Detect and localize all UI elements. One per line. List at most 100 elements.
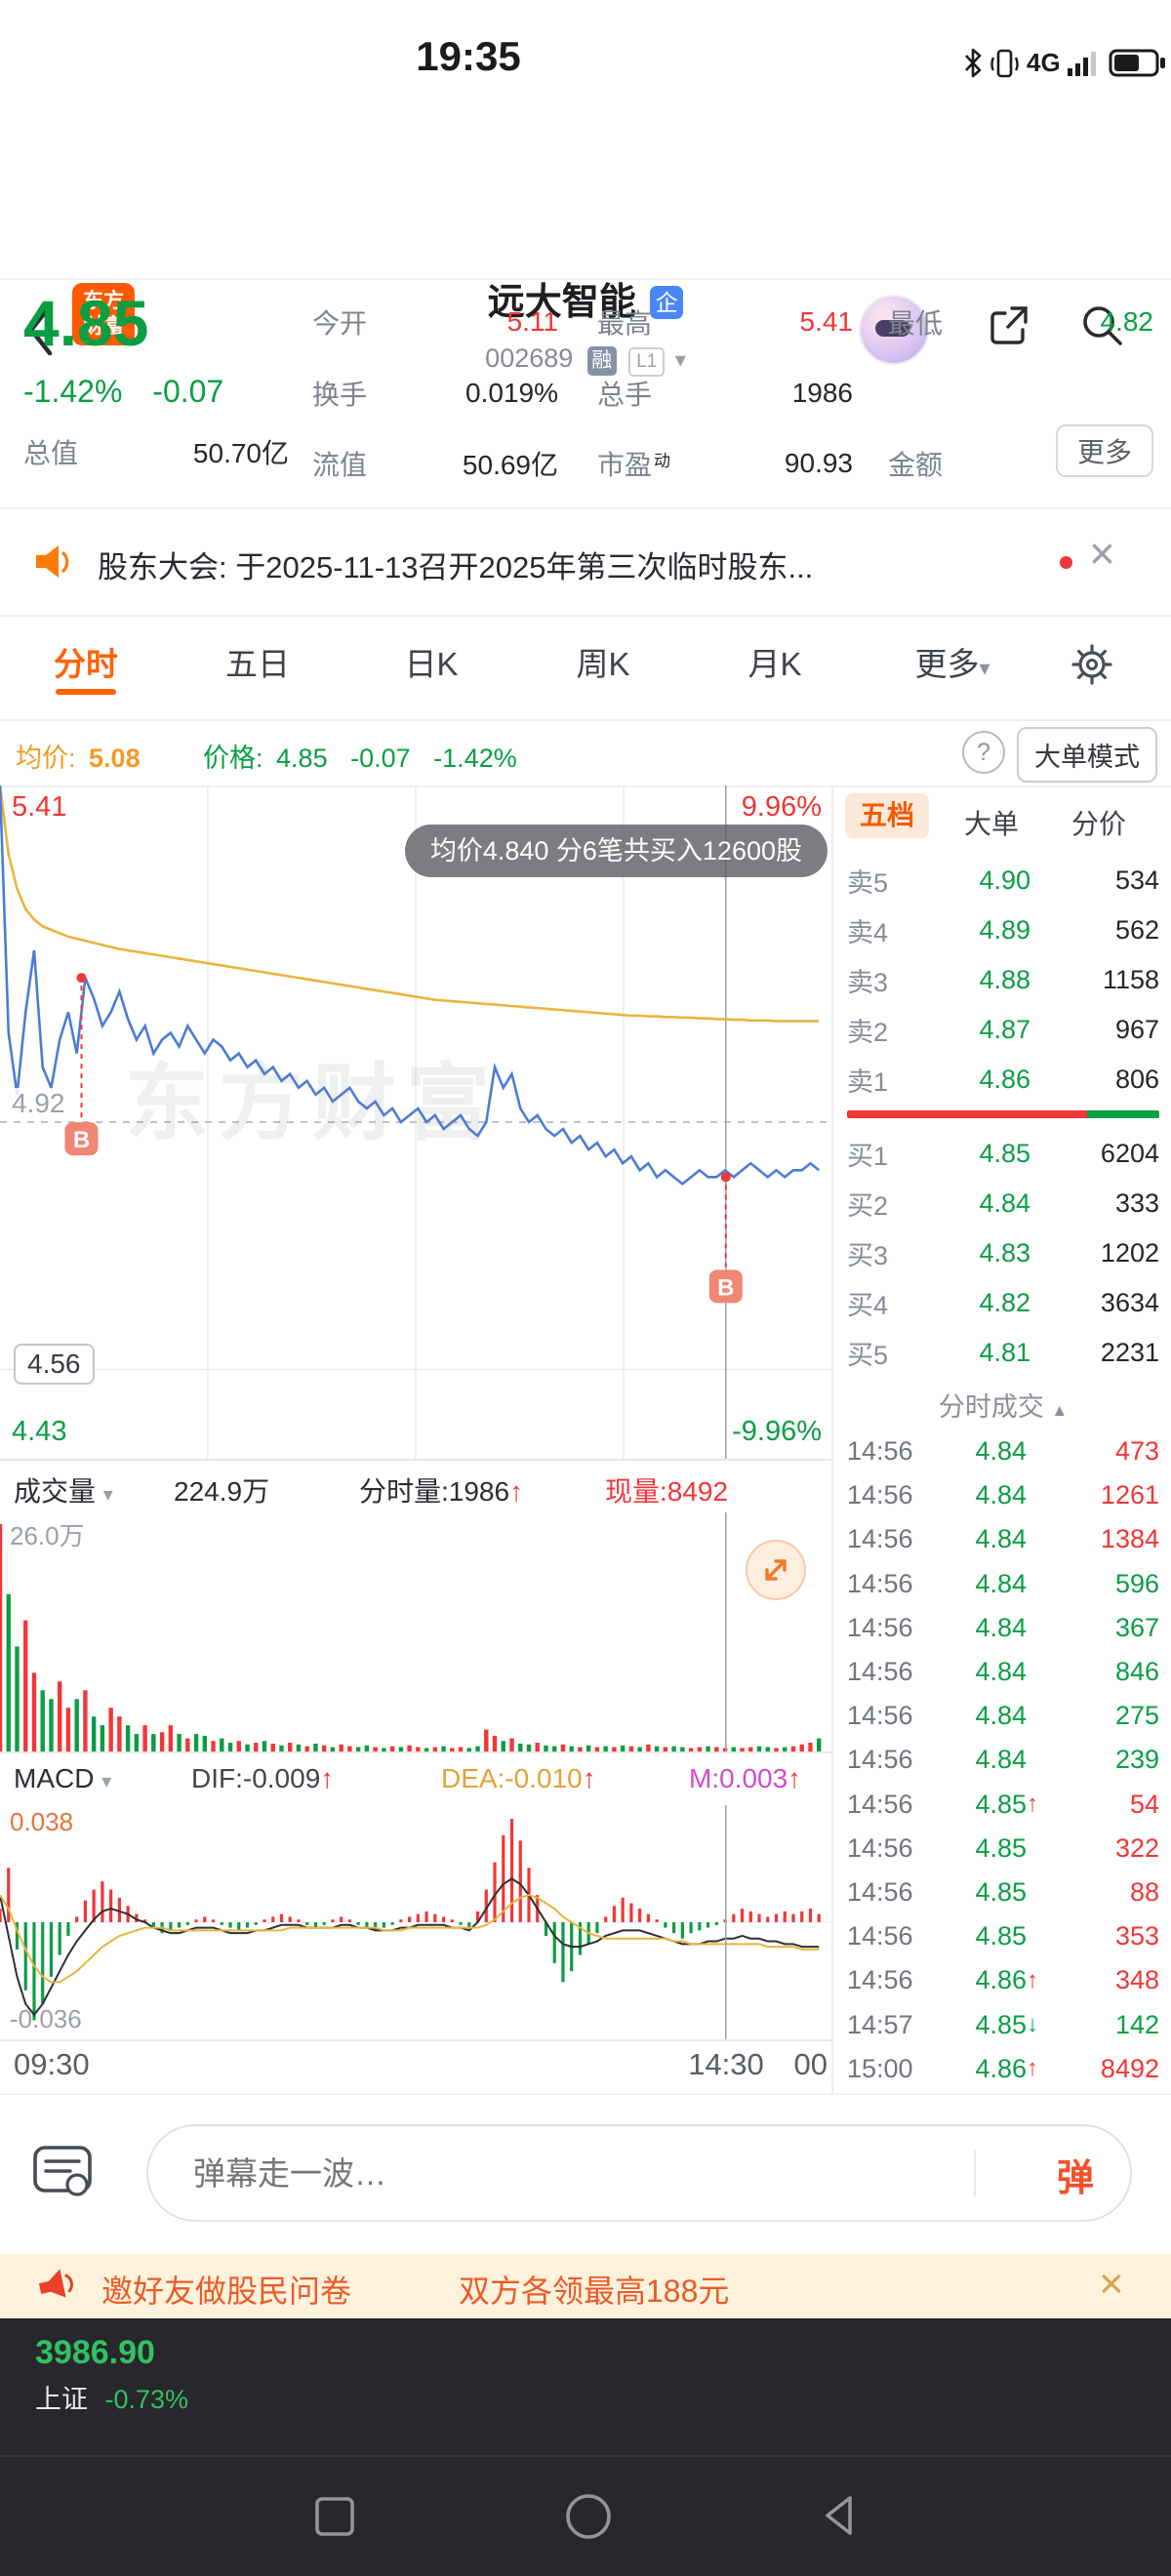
unread-dot: [1060, 556, 1072, 569]
stat-value: 5.11: [506, 306, 558, 337]
buy-marker[interactable]: [708, 1269, 743, 1304]
chevron-down-icon: ▾: [101, 1771, 112, 1792]
panel-tab-price-dist[interactable]: 分价: [1071, 809, 1127, 839]
panel-tab-big-orders[interactable]: 大单: [964, 809, 1020, 839]
android-nav-bar: [0, 2455, 1171, 2576]
last-price: 4.85: [23, 287, 149, 359]
pill-divider: [974, 2150, 976, 2196]
sell-strength-bar: [1087, 1110, 1159, 1118]
trade-row: 14:56 4.85 88: [847, 1876, 1159, 1907]
up-arrow-icon: ↑: [509, 1476, 524, 1507]
help-icon[interactable]: ?: [962, 731, 1005, 774]
comment-input[interactable]: [191, 2128, 917, 2220]
search-icon[interactable]: [1077, 301, 1128, 351]
promo-banner[interactable]: 邀好友做股民问卷 双方各领最高188元 ×: [0, 2254, 1171, 2318]
trades-section-title[interactable]: 分时成交 ▲: [833, 1386, 1171, 1424]
svg-text:B: B: [73, 1127, 90, 1153]
macd-title: MACD: [14, 1763, 95, 1793]
quote-level-row[interactable]: 卖2 4.87 967: [847, 1015, 1159, 1047]
macd-indicator-selector[interactable]: MACD ▾: [14, 1763, 111, 1794]
stat-value: 5.41: [799, 306, 854, 337]
change-pct: -1.42%: [23, 374, 123, 409]
volume-indicator-selector[interactable]: 成交量 ▾: [14, 1470, 113, 1509]
level-badge: L1: [628, 347, 666, 377]
quote-level-row[interactable]: 买4 4.82 3634: [847, 1288, 1159, 1320]
tab-more[interactable]: 更多▾: [894, 638, 1011, 685]
tab-5day[interactable]: 五日: [225, 646, 290, 682]
banner-close-icon[interactable]: ×: [1099, 2260, 1124, 2308]
quote-level-row[interactable]: 卖4 4.89 562: [847, 915, 1159, 947]
send-danmu-button[interactable]: 弹: [1056, 2158, 1094, 2199]
eastmoney-logo[interactable]: 东方 财富: [72, 283, 135, 345]
vibrate-icon: [990, 49, 1019, 78]
price-change: -1.42% -0.07: [23, 374, 223, 410]
logo-line2: 财富: [83, 315, 124, 338]
close-icon[interactable]: ×: [1089, 528, 1115, 579]
trades-title-label: 分时成交: [938, 1392, 1044, 1422]
quote-stat: 换手 0.019%: [312, 374, 558, 413]
tab-monthly-k[interactable]: 月K: [747, 646, 802, 682]
tab-weekly-k[interactable]: 周K: [576, 646, 630, 682]
quote-level-row[interactable]: 买3 4.83 1202: [847, 1238, 1159, 1270]
status-bar: 19:35 4G: [0, 0, 1171, 127]
up-arrow-icon: ↑: [320, 1763, 335, 1793]
quote-stat: 流值 50.69亿: [312, 444, 558, 483]
share-icon[interactable]: [984, 301, 1034, 351]
android-recents-icon[interactable]: [312, 2494, 357, 2539]
quote-level-row[interactable]: 买1 4.85 6204: [847, 1139, 1159, 1171]
page-title: 远大智能: [487, 282, 636, 323]
quote-column-2: 最高 5.41 总手 1986 市盈动 90.93: [597, 302, 853, 483]
more-button-wrap: 更多: [888, 424, 1153, 477]
assistant-avatar[interactable]: [859, 295, 929, 365]
quote-level-row[interactable]: 买2 4.84 333: [847, 1188, 1159, 1221]
panel-tab-five-levels[interactable]: 五档: [845, 793, 929, 838]
subtitle-block[interactable]: 002689 融 L1 ▾: [293, 343, 878, 377]
quote-level-row[interactable]: 卖1 4.86 806: [847, 1065, 1159, 1097]
quote-level-row[interactable]: 卖3 4.88 1158: [847, 965, 1159, 997]
megaphone-icon: [38, 2269, 73, 2298]
big-order-mode-button[interactable]: 大单模式: [1017, 727, 1157, 783]
android-home-icon[interactable]: [562, 2490, 615, 2543]
trade-marker-tooltip: 均价4.840 分6笔共买入12600股: [404, 825, 828, 877]
margin-badge: 融: [586, 346, 617, 376]
macd-chart-canvas: [0, 1805, 831, 2039]
price-change-abs: -0.07: [350, 744, 411, 773]
more-button[interactable]: 更多: [1055, 424, 1153, 477]
prev-close-label: 4.92: [8, 1088, 69, 1119]
announcement-text: 股东大会: 于2025-11-13召开2025年第三次临时股东...: [98, 550, 814, 584]
stat-label: 总值: [23, 438, 79, 468]
trade-row: 14:56 4.84 367: [847, 1612, 1159, 1642]
stat-value: 50.70亿: [192, 438, 289, 468]
axis-high-label: 5.41: [12, 791, 67, 823]
expand-chart-button[interactable]: [746, 1540, 806, 1600]
chart-info-row: 均价: 5.08 价格: 4.85 -0.07 -1.42% ? 大单模式: [0, 719, 1171, 787]
network-type-label: 4G: [1027, 48, 1061, 77]
settings-gear-icon[interactable]: [1070, 642, 1114, 687]
buy-marker[interactable]: [64, 1122, 99, 1156]
price-value: 4.85: [276, 744, 328, 773]
trade-row: 14:56 4.84 846: [847, 1657, 1159, 1687]
android-back-icon[interactable]: [818, 2492, 865, 2539]
index-quote-item[interactable]: 3986.90 上证 -0.73%: [35, 2334, 230, 2416]
tab-timeshare[interactable]: 分时: [54, 646, 118, 682]
avg-label: 均价:: [16, 744, 76, 773]
tab-daily-k[interactable]: 日K: [404, 646, 459, 682]
comment-settings-icon[interactable]: [31, 2140, 96, 2202]
current-volume: 现量:8492: [605, 1476, 729, 1507]
announcement-bar[interactable]: 股东大会: 于2025-11-13召开2025年第三次临时股东... ×: [0, 507, 1171, 617]
macd-chart[interactable]: 0.038 -0.036: [0, 1805, 831, 2041]
stat-label: 最低: [888, 308, 944, 339]
volume-chart[interactable]: 26.0万: [0, 1512, 831, 1753]
bottom-nav: 3986.90 上证 -0.73% ¥ 交易 发帖: [0, 2318, 1171, 2455]
quote-level-row[interactable]: 买5 4.81 2231: [847, 1338, 1159, 1370]
sell-levels: 卖5 4.90 534 卖4 4.89 562 卖3 4.88 1158 卖2 4.87 967 卖1 4…: [833, 856, 1171, 1105]
quote-level-row[interactable]: 卖5 4.90 534: [847, 865, 1159, 898]
time-end: 00: [793, 2047, 828, 2081]
macd-min-label: -0.036: [10, 2004, 82, 2033]
dea-label: DEA:-0.010: [441, 1763, 583, 1793]
stat-label: 流值: [312, 450, 368, 480]
buy-strength-bar: [847, 1110, 1088, 1118]
back-icon[interactable]: [23, 301, 59, 359]
